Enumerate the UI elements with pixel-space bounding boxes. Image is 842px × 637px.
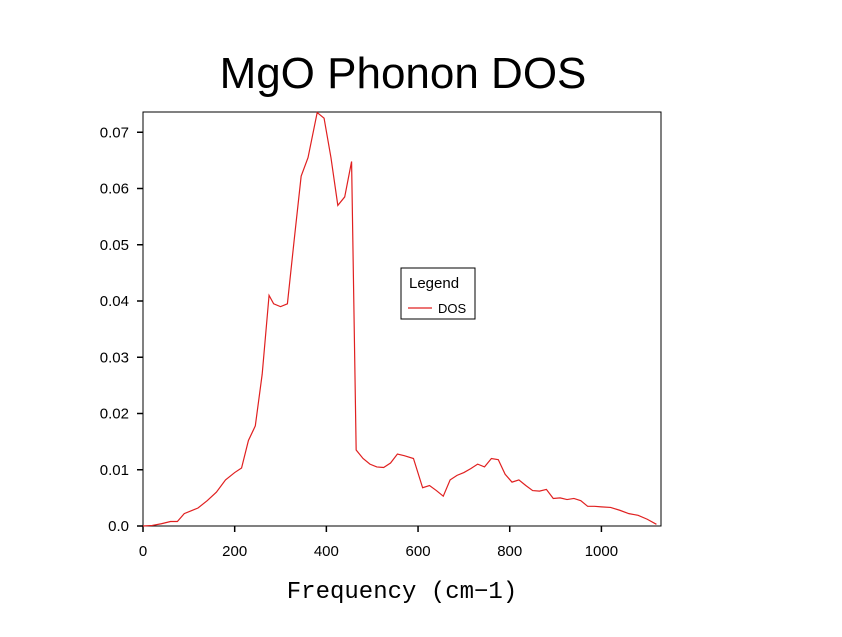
legend: Legend DOS [400, 267, 476, 320]
x-tick-label: 200 [222, 543, 247, 560]
legend-title: Legend [409, 275, 459, 292]
y-tick-label: 0.05 [100, 237, 129, 254]
x-tick-label: 1000 [585, 543, 618, 560]
y-tick-label: 0.04 [100, 293, 129, 310]
legend-box [400, 267, 476, 320]
plot-frame [142, 111, 662, 527]
y-tick-label: 0.01 [100, 462, 129, 479]
x-axis-label: Frequency (cm−1) [287, 579, 517, 606]
x-tick-label: 0 [139, 543, 147, 560]
legend-item-dos: DOS [438, 301, 467, 316]
chart-title: MgO Phonon DOS [220, 49, 587, 98]
x-axis: 0 200 400 600 800 1000 [139, 526, 618, 560]
x-tick-label: 400 [314, 543, 339, 560]
y-tick-label: 0.07 [100, 124, 129, 141]
y-tick-label: 0.03 [100, 349, 129, 366]
series-line-dos [142, 111, 657, 527]
y-axis: 0.0 0.01 0.02 0.03 0.04 0.05 0.06 0.07 [100, 124, 143, 535]
x-tick-label: 600 [406, 543, 431, 560]
y-tick-label: 0.0 [108, 518, 129, 535]
y-tick-label: 0.06 [100, 181, 129, 198]
y-tick-label: 0.02 [100, 406, 129, 423]
x-tick-label: 800 [497, 543, 522, 560]
plot-area: 0 200 400 600 800 1000 0.00.010.020.030.040.0… [100, 111, 662, 560]
